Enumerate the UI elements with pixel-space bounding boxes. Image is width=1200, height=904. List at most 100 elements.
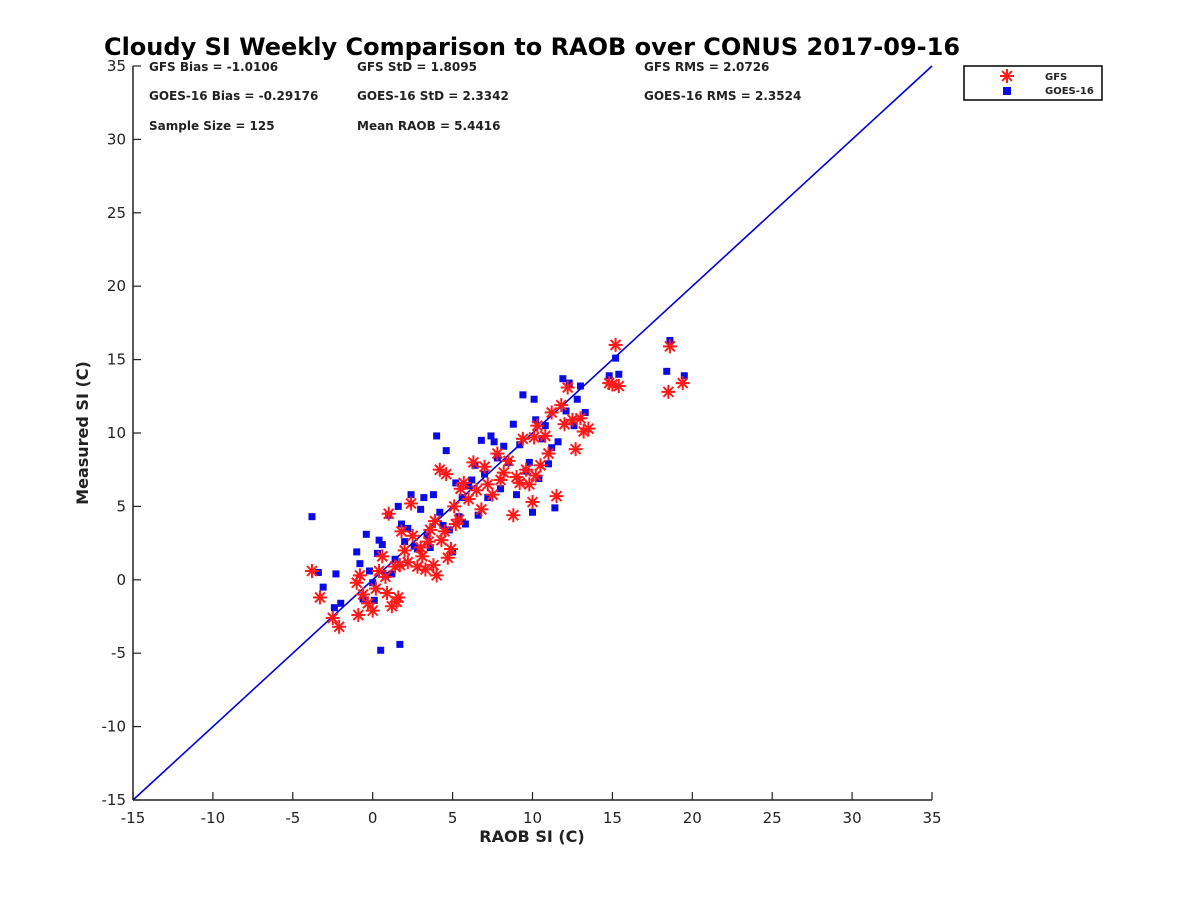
x-tick-label: 10 [523, 809, 542, 827]
gfs-data-point [437, 524, 452, 539]
goes16-data-point [562, 407, 570, 415]
goes16-data-point [378, 541, 386, 549]
gfs-data-point [533, 458, 548, 473]
goes16-data-point [468, 476, 476, 484]
y-tick-label: 30 [107, 130, 126, 148]
legend-gfs-marker [1000, 69, 1014, 83]
goes16-data-point [369, 579, 377, 587]
gfs-data-point [444, 541, 459, 556]
goes16-data-point [458, 494, 466, 502]
goes16-data-point [680, 372, 688, 380]
stat-annotation: GOES-16 Bias = -0.29176 [149, 89, 318, 103]
gfs-data-point [554, 398, 569, 413]
y-tick-label: 15 [107, 351, 126, 369]
goes16-data-point [530, 395, 538, 403]
goes16-data-point [439, 521, 447, 529]
goes16-data-point [362, 530, 370, 538]
goes16-data-point [436, 508, 444, 516]
gfs-data-point [356, 587, 371, 602]
gfs-data-point [360, 596, 375, 611]
x-tick-label: -5 [285, 809, 300, 827]
gfs-data-point [557, 417, 572, 432]
goes16-data-point [484, 494, 492, 502]
y-axis-label: Measured SI (C) [73, 361, 92, 505]
stat-annotation: GFS RMS = 2.0726 [644, 60, 769, 74]
legend-label: GOES-16 [1045, 86, 1094, 97]
goes16-data-point [487, 432, 495, 440]
gfs-data-point [530, 418, 545, 433]
goes16-data-point [513, 491, 521, 499]
stat-annotation: GOES-16 RMS = 2.3524 [644, 89, 801, 103]
goes16-data-point [308, 513, 316, 521]
goes16-data-point [423, 532, 431, 540]
gfs-data-point [352, 568, 367, 583]
data-points [304, 337, 690, 654]
x-tick-label: 25 [763, 809, 782, 827]
goes16-data-point [452, 479, 460, 487]
gfs-data-point [397, 543, 412, 558]
goes16-data-point [356, 560, 364, 568]
goes16-data-point [445, 526, 453, 534]
y-tick-label: 10 [107, 424, 126, 442]
gfs-data-point [544, 405, 559, 420]
gfs-data-point [506, 508, 521, 523]
gfs-data-point [426, 558, 441, 573]
goes16-data-point [413, 545, 421, 553]
y-tick-label: 35 [107, 57, 126, 75]
goes16-data-point [429, 491, 437, 499]
y-tick-label: 25 [107, 204, 126, 222]
goes16-data-point [465, 482, 473, 490]
gfs-data-point [522, 477, 537, 492]
y-tick-label: -15 [102, 791, 127, 809]
legend-label: GFS [1045, 72, 1067, 83]
goes16-data-point [559, 375, 567, 383]
y-tick-label: 0 [116, 571, 126, 589]
goes16-data-point [417, 505, 425, 513]
gfs-data-point [447, 499, 462, 514]
gfs-data-point [525, 494, 540, 509]
x-tick-label: 0 [368, 809, 378, 827]
goes16-data-point [373, 549, 381, 557]
y-tick-label: -5 [111, 644, 126, 662]
goes16-data-point [576, 382, 584, 390]
legend-goes16-marker [1003, 87, 1011, 95]
gfs-data-point [568, 442, 583, 457]
goes16-data-point [353, 548, 361, 556]
x-tick-label: -15 [121, 809, 146, 827]
gfs-data-point [477, 459, 492, 474]
gfs-data-point [381, 506, 396, 521]
statistics-annotations: GFS Bias = -1.0106 GFS StD = 1.8095 GFS RM… [149, 60, 801, 133]
gfs-data-point [421, 534, 436, 549]
gfs-data-point [675, 376, 690, 391]
gfs-data-point [415, 549, 430, 564]
goes16-data-point [490, 438, 498, 446]
stat-annotation: GFS Bias = -1.0106 [149, 60, 278, 74]
gfs-data-point [573, 411, 588, 426]
goes16-data-point [554, 438, 562, 446]
goes16-data-point [426, 544, 434, 552]
goes16-data-point [442, 447, 450, 455]
gfs-data-point [365, 603, 380, 618]
goes16-data-point [570, 422, 578, 430]
gfs-data-point [451, 512, 466, 527]
y-tick-label: 20 [107, 277, 126, 295]
gfs-data-point [485, 487, 500, 502]
x-tick-label: -10 [201, 809, 226, 827]
legend: GFS GOES-16 [963, 65, 1103, 101]
gfs-data-point [428, 514, 443, 529]
gfs-data-point [496, 465, 511, 480]
gfs-data-point [394, 524, 409, 539]
goes16-data-point [337, 599, 345, 607]
goes16-data-point [401, 538, 409, 546]
gfs-data-point [661, 384, 676, 399]
gfs-data-point [501, 453, 516, 468]
gfs-data-point [404, 496, 419, 511]
gfs-data-point [332, 619, 347, 634]
gfs-data-point [380, 586, 395, 601]
goes16-data-point [532, 416, 540, 424]
stat-annotation: GOES-16 StD = 2.3342 [357, 89, 509, 103]
gfs-data-point [528, 468, 543, 483]
x-tick-label: 30 [843, 809, 862, 827]
gfs-data-point [378, 569, 393, 584]
gfs-data-point [413, 540, 428, 555]
